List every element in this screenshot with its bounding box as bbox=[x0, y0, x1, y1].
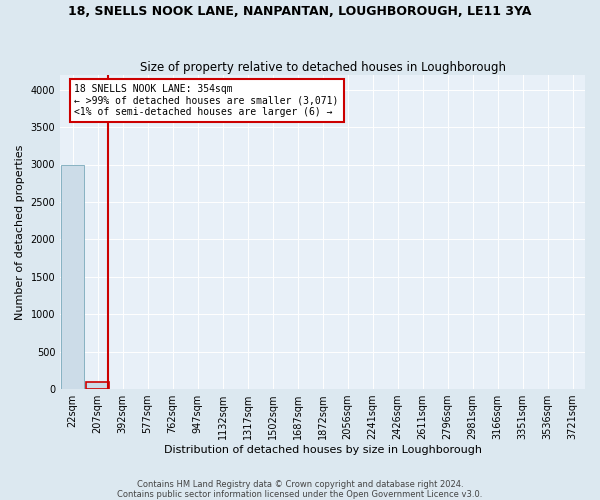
Text: Contains HM Land Registry data © Crown copyright and database right 2024.
Contai: Contains HM Land Registry data © Crown c… bbox=[118, 480, 482, 499]
Text: 18, SNELLS NOOK LANE, NANPANTAN, LOUGHBOROUGH, LE11 3YA: 18, SNELLS NOOK LANE, NANPANTAN, LOUGHBO… bbox=[68, 5, 532, 18]
X-axis label: Distribution of detached houses by size in Loughborough: Distribution of detached houses by size … bbox=[164, 445, 482, 455]
Bar bbox=[61, 165, 84, 389]
Text: 18 SNELLS NOOK LANE: 354sqm
← >99% of detached houses are smaller (3,071)
<1% of: 18 SNELLS NOOK LANE: 354sqm ← >99% of de… bbox=[74, 84, 339, 117]
Y-axis label: Number of detached properties: Number of detached properties bbox=[15, 144, 25, 320]
Bar bbox=[86, 382, 109, 389]
Title: Size of property relative to detached houses in Loughborough: Size of property relative to detached ho… bbox=[140, 60, 506, 74]
